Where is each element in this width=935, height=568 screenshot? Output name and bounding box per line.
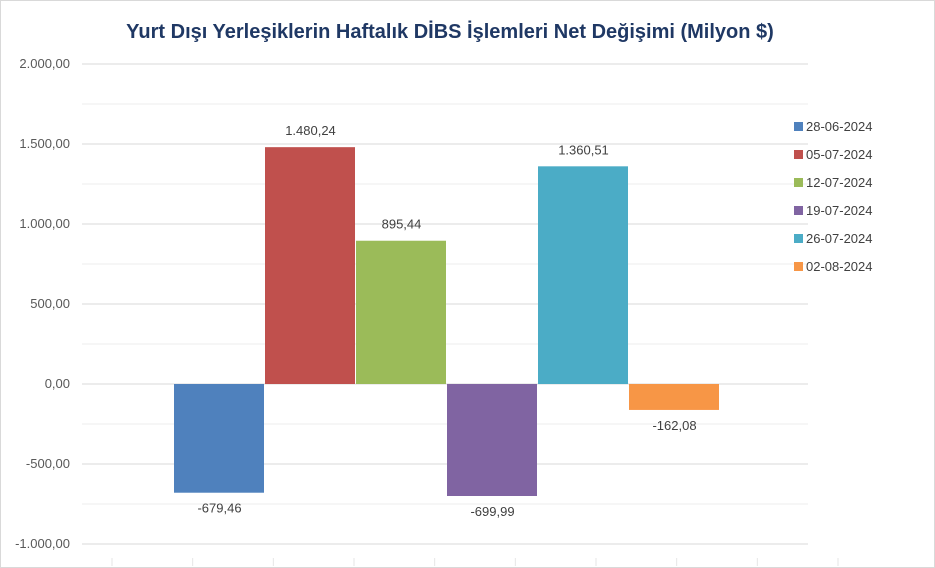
y-tick-label: 1.000,00 <box>19 216 70 231</box>
legend-label: 26-07-2024 <box>806 231 873 246</box>
bar <box>356 240 446 384</box>
legend-swatch <box>794 234 803 243</box>
data-labels: -679,46 1.480,24 895,44 -699,99 1.360,51 -162… <box>197 123 696 519</box>
chart-title: Yurt Dışı Yerleşiklerin Haftalık DİBS İş… <box>126 20 774 43</box>
bar <box>265 147 355 384</box>
legend-label: 12-07-2024 <box>806 175 873 190</box>
y-tick-label: -500,00 <box>26 456 70 471</box>
legend-swatch <box>794 122 803 131</box>
data-label: 1.360,51 <box>558 142 609 157</box>
y-tick-label: 2.000,00 <box>19 56 70 71</box>
bar <box>629 384 719 410</box>
y-tick-label: -1.000,00 <box>15 536 70 551</box>
bars <box>174 147 719 496</box>
legend-label: 19-07-2024 <box>806 203 873 218</box>
data-label: -699,99 <box>470 504 514 519</box>
y-tick-label: 0,00 <box>45 376 70 391</box>
y-axis: 2.000,00 1.500,00 1.000,00 500,00 0,00 -500,0… <box>15 56 70 551</box>
y-tick-label: 500,00 <box>30 296 70 311</box>
y-tick-label: 1.500,00 <box>19 136 70 151</box>
legend: 28-06-2024 05-07-2024 12-07-2024 19-07-2024… <box>794 119 873 274</box>
legend-swatch <box>794 206 803 215</box>
data-label: -162,08 <box>652 418 696 433</box>
legend-label: 28-06-2024 <box>806 119 873 134</box>
data-label: 895,44 <box>382 217 422 232</box>
legend-swatch <box>794 150 803 159</box>
data-label: -679,46 <box>197 501 241 516</box>
legend-label: 05-07-2024 <box>806 147 873 162</box>
legend-swatch <box>794 262 803 271</box>
legend-swatch <box>794 178 803 187</box>
data-label: 1.480,24 <box>285 123 336 138</box>
bar <box>447 384 537 496</box>
bar <box>538 166 628 384</box>
grid <box>82 63 839 566</box>
legend-label: 02-08-2024 <box>806 259 873 274</box>
bar <box>174 384 264 493</box>
